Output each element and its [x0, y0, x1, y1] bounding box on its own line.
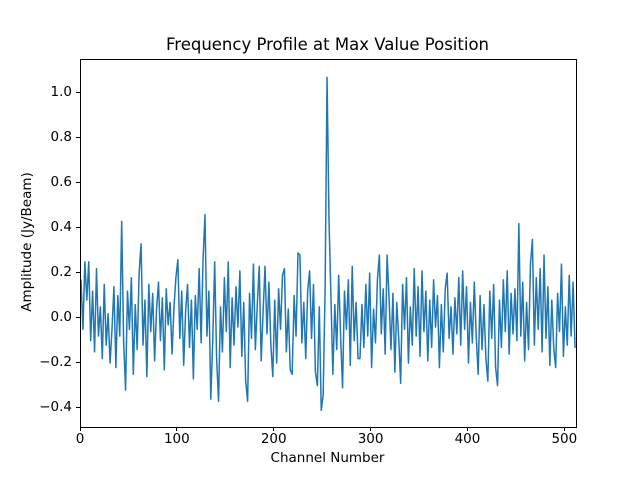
plot-canvas: [81, 76, 576, 412]
x-tick-label: 400: [454, 431, 481, 447]
x-tick-mark: [79, 427, 81, 431]
x-tick-mark: [563, 427, 565, 431]
x-tick-mark: [176, 427, 178, 431]
y-tick-label: 0.8: [50, 128, 72, 145]
x-tick-mark: [273, 427, 275, 431]
y-tick-label: 0.4: [50, 218, 72, 235]
y-tick-mark: [76, 136, 80, 138]
x-tick-label: 200: [260, 431, 287, 447]
y-tick-label: −0.2: [39, 353, 72, 370]
y-tick-mark: [76, 181, 80, 183]
y-tick-label: 0.6: [50, 173, 72, 190]
y-tick-label: 0.2: [50, 263, 72, 280]
x-tick-label: 500: [551, 431, 578, 447]
x-tick-label: 0: [75, 431, 85, 447]
y-tick-mark: [76, 361, 80, 363]
y-tick-label: −0.4: [39, 398, 72, 415]
y-tick-mark: [76, 271, 80, 273]
x-tick-label: 100: [163, 431, 190, 447]
x-tick-label: 300: [357, 431, 384, 447]
line-series: [81, 76, 576, 412]
y-tick-mark: [76, 316, 80, 318]
x-axis-label: Channel Number: [270, 450, 385, 466]
y-tick-label: 0.0: [50, 308, 72, 325]
y-tick-label: 1.0: [50, 83, 72, 100]
x-tick-mark: [466, 427, 468, 431]
y-tick-mark: [76, 91, 80, 93]
y-tick-mark: [76, 226, 80, 228]
axes: [80, 59, 577, 428]
x-tick-mark: [370, 427, 372, 431]
plot-title: Frequency Profile at Max Value Position: [165, 35, 489, 54]
y-tick-mark: [76, 406, 80, 408]
